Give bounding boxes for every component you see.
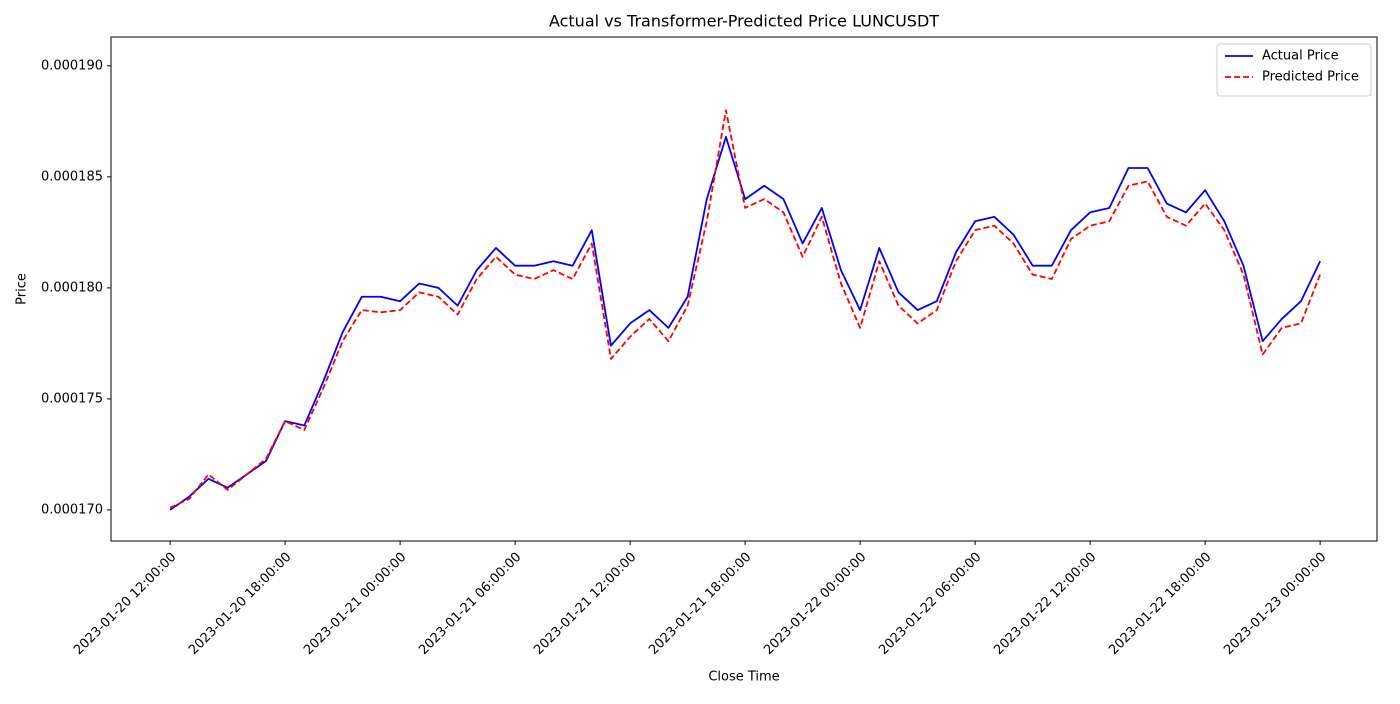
y-tick-label: 0.000190	[41, 58, 103, 73]
plot-frame	[110, 36, 1378, 542]
legend-label: Actual Price	[1262, 49, 1339, 64]
y-tick-label: 0.000175	[41, 391, 103, 406]
y-tick-label: 0.000185	[41, 169, 103, 184]
y-tick-label: 0.000180	[41, 280, 103, 295]
series-line	[169, 136, 1321, 511]
x-axis-label: Close Time	[708, 670, 779, 685]
chart-title: Actual vs Transformer-Predicted Price LU…	[549, 12, 939, 31]
legend-box	[1216, 43, 1372, 97]
legend: Actual Price Predicted Price	[1216, 43, 1372, 97]
y-axis-label: Price	[15, 273, 30, 305]
series-line	[169, 109, 1321, 509]
legend-label: Predicted Price	[1262, 70, 1359, 85]
y-tick-label: 0.000170	[41, 502, 103, 517]
